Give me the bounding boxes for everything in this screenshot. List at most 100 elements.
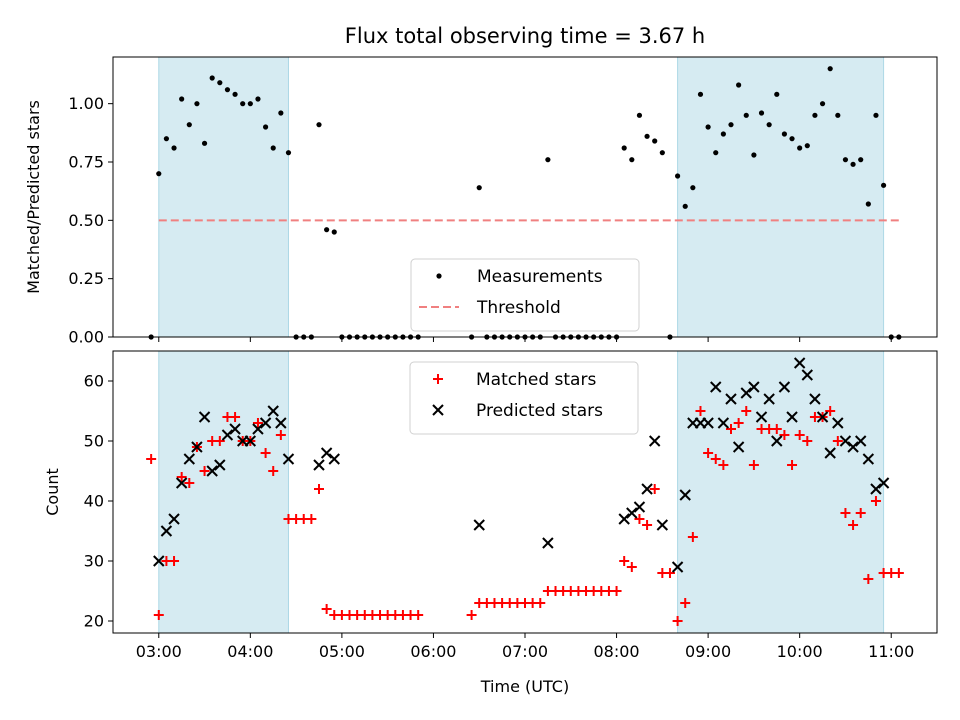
predicted-star-point [473, 519, 485, 531]
predicted-star-point [542, 537, 554, 549]
measurement-point [636, 112, 643, 118]
predicted-star-point [778, 381, 791, 393]
x-b [244, 435, 257, 447]
x-b [732, 441, 745, 453]
predicted-star-point [748, 381, 760, 393]
matched-star-point [619, 556, 630, 566]
predicted-star-point [160, 525, 173, 537]
measurement-point [842, 157, 849, 163]
measurement-point [629, 157, 635, 163]
predicted-star-point [816, 411, 829, 423]
measurement-point [545, 157, 551, 163]
y-tick-label: 30 [84, 552, 104, 571]
predicted-star-point [702, 417, 714, 429]
x-b [725, 393, 737, 405]
predicted-star-point [320, 447, 333, 459]
x-tick-label: 05:00 [319, 642, 365, 661]
y-tick-label: 20 [84, 612, 104, 631]
matched-star-point [718, 460, 729, 470]
matched-star-point [863, 574, 874, 584]
matched-star-point [306, 514, 317, 524]
x-b [618, 513, 630, 525]
measurement-point [659, 150, 665, 156]
x-b [542, 537, 554, 549]
x-b [183, 453, 196, 465]
x-b [710, 381, 722, 393]
predicted-star-point [275, 417, 287, 429]
legend: Matched stars Predicted stars [409, 361, 639, 435]
matched-star-point [260, 448, 271, 458]
x-b [854, 435, 867, 447]
matched-star-point [466, 610, 477, 620]
x-b [702, 417, 714, 429]
predicted-star-point [214, 459, 226, 471]
x-b [816, 411, 829, 423]
x-b [763, 393, 775, 405]
x-b [778, 381, 791, 393]
matched-star-point [642, 520, 653, 530]
measurement-point [682, 203, 688, 209]
measurement-point [316, 122, 322, 128]
measurement-point [690, 185, 696, 191]
top-plot: 0.00 0.25 0.50 0.75 1.00 Measurements Threshol… [68, 56, 938, 347]
x-b [801, 369, 814, 381]
measurement-point [247, 101, 253, 107]
matched-star-point [314, 484, 324, 494]
measurement-point [819, 101, 826, 107]
measurement-point [278, 110, 284, 116]
matched-star-point [153, 610, 164, 620]
measurement-point [621, 145, 627, 151]
predicted-star-point [229, 423, 241, 435]
x-b [633, 501, 646, 513]
bottom-plot: 20 30 40 50 60 03:00 04:00 05:00 06:00 07:00 08:00… [84, 350, 938, 661]
measurement-point [865, 201, 871, 207]
bottom-y-axis-label: Count [43, 468, 62, 516]
x-b [259, 417, 272, 429]
legend: Measurements Threshold [410, 258, 640, 332]
x-b [656, 519, 669, 531]
measurement-point [873, 112, 879, 118]
predicted-star-point [771, 435, 783, 447]
matched-star-point [413, 610, 424, 620]
measurement-point [262, 124, 269, 130]
matched-star-point [825, 406, 836, 416]
x-tick-label: 03:00 [136, 642, 182, 661]
measurement-point [835, 112, 841, 118]
x-b [267, 405, 279, 417]
predicted-star-point [626, 507, 638, 519]
matched-star-point [840, 508, 851, 518]
matched-star-point [321, 604, 332, 614]
x-b [786, 411, 798, 423]
x-axis-label: Time (UTC) [480, 677, 569, 696]
shaded-interval [158, 56, 289, 338]
measurement-point [476, 185, 482, 191]
measurement-point [697, 91, 704, 97]
y-tick-label: 0.75 [68, 153, 104, 172]
measurement-point [880, 182, 887, 188]
x-b [191, 441, 203, 453]
matched-star-point [275, 430, 286, 440]
matched-star-point [787, 460, 798, 470]
x-b [648, 435, 661, 447]
predicted-star-point [740, 387, 752, 399]
predicted-star-point [221, 429, 234, 441]
y-tick-label: 0.50 [68, 211, 104, 230]
predicted-star-point [824, 447, 836, 459]
predicted-star-point [252, 423, 264, 435]
x-b [679, 489, 691, 501]
x-tick-label: 04:00 [227, 642, 273, 661]
predicted-star-point [267, 405, 279, 417]
predicted-star-point [854, 435, 867, 447]
x-b [771, 435, 783, 447]
legend-marker [436, 273, 442, 279]
predicted-star-point [793, 357, 806, 369]
measurement-point [774, 91, 780, 97]
matched-star-point [726, 424, 736, 434]
measurement-point [209, 75, 215, 81]
predicted-star-point [832, 417, 844, 429]
measurement-point [224, 87, 231, 93]
matched-star-point [199, 466, 210, 476]
predicted-star-point [656, 519, 669, 531]
matched-star-point [535, 598, 546, 608]
